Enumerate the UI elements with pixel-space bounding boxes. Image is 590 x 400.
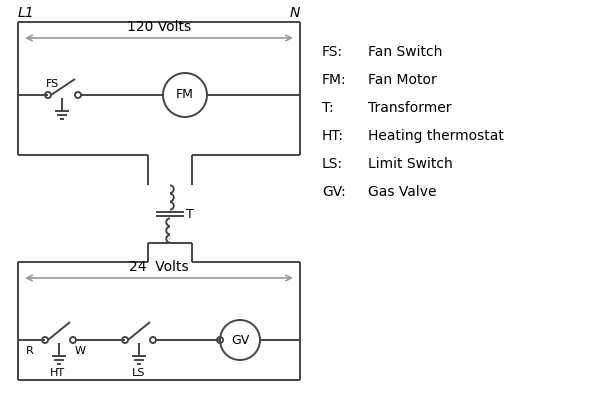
Text: LS: LS bbox=[132, 368, 146, 378]
Text: GV:: GV: bbox=[322, 185, 346, 199]
Text: HT: HT bbox=[50, 368, 64, 378]
Text: L1: L1 bbox=[18, 6, 35, 20]
Text: 120 Volts: 120 Volts bbox=[127, 20, 191, 34]
Text: FM: FM bbox=[176, 88, 194, 102]
Text: T:: T: bbox=[322, 101, 333, 115]
Text: N: N bbox=[290, 6, 300, 20]
Text: R: R bbox=[26, 346, 34, 356]
Text: GV: GV bbox=[231, 334, 249, 346]
Text: Fan Motor: Fan Motor bbox=[368, 73, 437, 87]
Text: Fan Switch: Fan Switch bbox=[368, 45, 442, 59]
Text: HT:: HT: bbox=[322, 129, 344, 143]
Text: FS:: FS: bbox=[322, 45, 343, 59]
Text: Transformer: Transformer bbox=[368, 101, 451, 115]
Text: FS: FS bbox=[46, 79, 59, 89]
Text: FM:: FM: bbox=[322, 73, 347, 87]
Text: 24  Volts: 24 Volts bbox=[129, 260, 189, 274]
Text: T: T bbox=[186, 208, 194, 220]
Text: W: W bbox=[75, 346, 86, 356]
Text: LS:: LS: bbox=[322, 157, 343, 171]
Text: Limit Switch: Limit Switch bbox=[368, 157, 453, 171]
Text: Heating thermostat: Heating thermostat bbox=[368, 129, 504, 143]
Text: Gas Valve: Gas Valve bbox=[368, 185, 437, 199]
